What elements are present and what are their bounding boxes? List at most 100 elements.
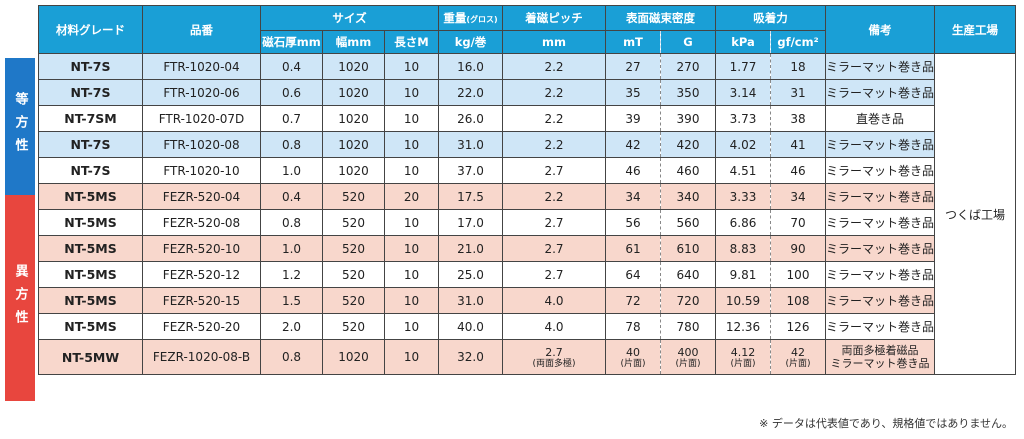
cell-flux-mt-value: 40 (626, 345, 640, 359)
table-row: NT-7S FTR-1020-10 1.0 1020 10 37.0 2.7 46 460 4.5… (38, 157, 1016, 184)
header-weight: 重量(グロス) (438, 5, 503, 31)
cell-weight: 16.0 (438, 53, 503, 80)
cell-length: 10 (384, 235, 439, 262)
cell-remarks-value: ミラーマット巻き品 (826, 216, 935, 230)
cell-grade-value: NT-5MS (64, 215, 117, 230)
cell-kpa-value: 3.73 (729, 111, 757, 126)
cell-part-no-value: FEZR-520-10 (162, 241, 241, 256)
cell-width: 520 (322, 261, 385, 288)
cell-kpa: 12.36 (715, 313, 771, 340)
cell-kpa-note: (片面) (730, 358, 756, 369)
cell-width: 1020 (322, 339, 385, 375)
cell-flux-mt: 78 (605, 313, 661, 340)
cell-width: 1020 (322, 79, 385, 106)
cell-width-value: 1020 (338, 59, 369, 74)
cell-length: 10 (384, 53, 439, 80)
cell-pitch: 2.2 (502, 79, 606, 106)
cell-thickness: 0.7 (260, 105, 323, 132)
cell-width: 1020 (322, 105, 385, 132)
cell-gf: 18 (770, 53, 826, 80)
cell-grade: NT-5MS (38, 235, 143, 262)
cell-width-value: 520 (342, 319, 365, 334)
cell-length: 10 (384, 157, 439, 184)
cell-remarks-value: ミラーマット巻き品 (826, 320, 935, 334)
cell-weight-value: 21.0 (457, 241, 484, 256)
cell-length-value: 10 (403, 267, 420, 282)
cell-flux-g: 340 (660, 183, 716, 210)
cell-width-value: 1020 (338, 163, 369, 178)
cell-flux-g: 390 (660, 105, 716, 132)
cell-weight: 40.0 (438, 313, 503, 340)
cell-flux-g: 560 (660, 209, 716, 236)
cell-length: 20 (384, 183, 439, 210)
cell-thickness: 1.2 (260, 261, 323, 288)
cell-grade: NT-5MS (38, 183, 143, 210)
cell-pitch: 2.7 (502, 157, 606, 184)
cell-length-value: 10 (403, 215, 420, 230)
cell-remarks: ミラーマット巻き品 (824, 287, 936, 314)
cell-remarks-value: ミラーマット巻き品 (826, 164, 935, 178)
cell-part-no-value: FTR-1020-04 (163, 59, 240, 74)
table-row: NT-5MS FEZR-520-20 2.0 520 10 40.0 4.0 78 780 12.… (38, 313, 1016, 340)
cell-length: 10 (384, 131, 439, 158)
header-thickness: 磁石厚mm (260, 30, 323, 54)
cell-width: 520 (322, 183, 385, 210)
cell-pitch: 2.7 (502, 235, 606, 262)
cell-weight-value: 32.0 (457, 350, 484, 364)
cell-flux-g-value: 460 (676, 163, 700, 178)
cell-flux-g: 610 (660, 235, 716, 262)
cell-flux-g-value: 560 (676, 215, 700, 230)
cell-pitch-value: 2.2 (544, 111, 564, 126)
cell-pitch-value: 2.2 (544, 85, 564, 100)
cell-remarks-value: ミラーマット巻き品 (826, 190, 935, 204)
cell-gf-value: 70 (790, 215, 806, 230)
cell-flux-mt: 46 (605, 157, 661, 184)
cell-length: 10 (384, 105, 439, 132)
cell-gf-value: 46 (790, 163, 806, 178)
cell-part-no: FEZR-520-20 (142, 313, 261, 340)
cell-weight: 31.0 (438, 131, 503, 158)
cell-flux-g: 720 (660, 287, 716, 314)
header-weight-note: (グロス) (466, 15, 498, 24)
cell-flux-g: 640 (660, 261, 716, 288)
cell-flux-mt-value: 56 (625, 215, 641, 230)
cell-weight: 17.0 (438, 209, 503, 236)
cell-part-no: FEZR-520-15 (142, 287, 261, 314)
cell-gf: 70 (770, 209, 826, 236)
cell-flux-g: 460 (660, 157, 716, 184)
cell-remarks-value: ミラーマット巻き品 (826, 60, 935, 74)
cell-grade-value: NT-7S (70, 59, 111, 74)
cell-kpa-value: 1.77 (729, 59, 757, 74)
cell-remarks: ミラーマット巻き品 (824, 313, 936, 340)
cell-thickness-value: 0.8 (281, 215, 302, 230)
cell-width-value: 520 (342, 267, 365, 282)
cell-thickness: 1.0 (260, 235, 323, 262)
table-row: NT-5MW FEZR-1020-08-B 0.8 1020 10 32.0 2.7 (両面多… (38, 339, 1016, 375)
cell-grade: NT-5MS (38, 313, 143, 340)
cell-weight-value: 25.0 (457, 267, 484, 282)
cell-grade-value: NT-5MS (64, 241, 117, 256)
cell-weight-value: 40.0 (457, 319, 484, 334)
cell-grade: NT-5MW (38, 339, 143, 375)
cell-part-no-value: FEZR-520-15 (162, 293, 241, 308)
cell-gf-value: 18 (790, 59, 806, 74)
cell-grade: NT-7SM (38, 105, 143, 132)
cell-weight: 32.0 (438, 339, 503, 375)
cell-flux-mt-value: 61 (625, 241, 641, 256)
cell-kpa: 4.12 (片面) (715, 339, 771, 375)
cell-length: 10 (384, 261, 439, 288)
cell-remarks-value: ミラーマット巻き品 (826, 294, 935, 308)
cell-flux-g: 780 (660, 313, 716, 340)
cell-gf: 42 (片面) (770, 339, 826, 375)
cell-pitch-value: 2.7 (544, 163, 564, 178)
cell-length-value: 10 (403, 137, 420, 152)
cell-weight-value: 22.0 (457, 85, 484, 100)
table-row: NT-5MS FEZR-520-10 1.0 520 10 21.0 2.7 61 610 8.8… (38, 235, 1016, 262)
cell-weight-value: 16.0 (457, 59, 484, 74)
cell-gf: 100 (770, 261, 826, 288)
cell-remarks: ミラーマット巻き品 (824, 79, 936, 106)
cell-thickness: 0.8 (260, 131, 323, 158)
cell-width: 520 (322, 235, 385, 262)
cell-remarks-value: ミラーマット巻き品 (826, 242, 935, 256)
header-weight-label: 重量 (443, 11, 467, 25)
